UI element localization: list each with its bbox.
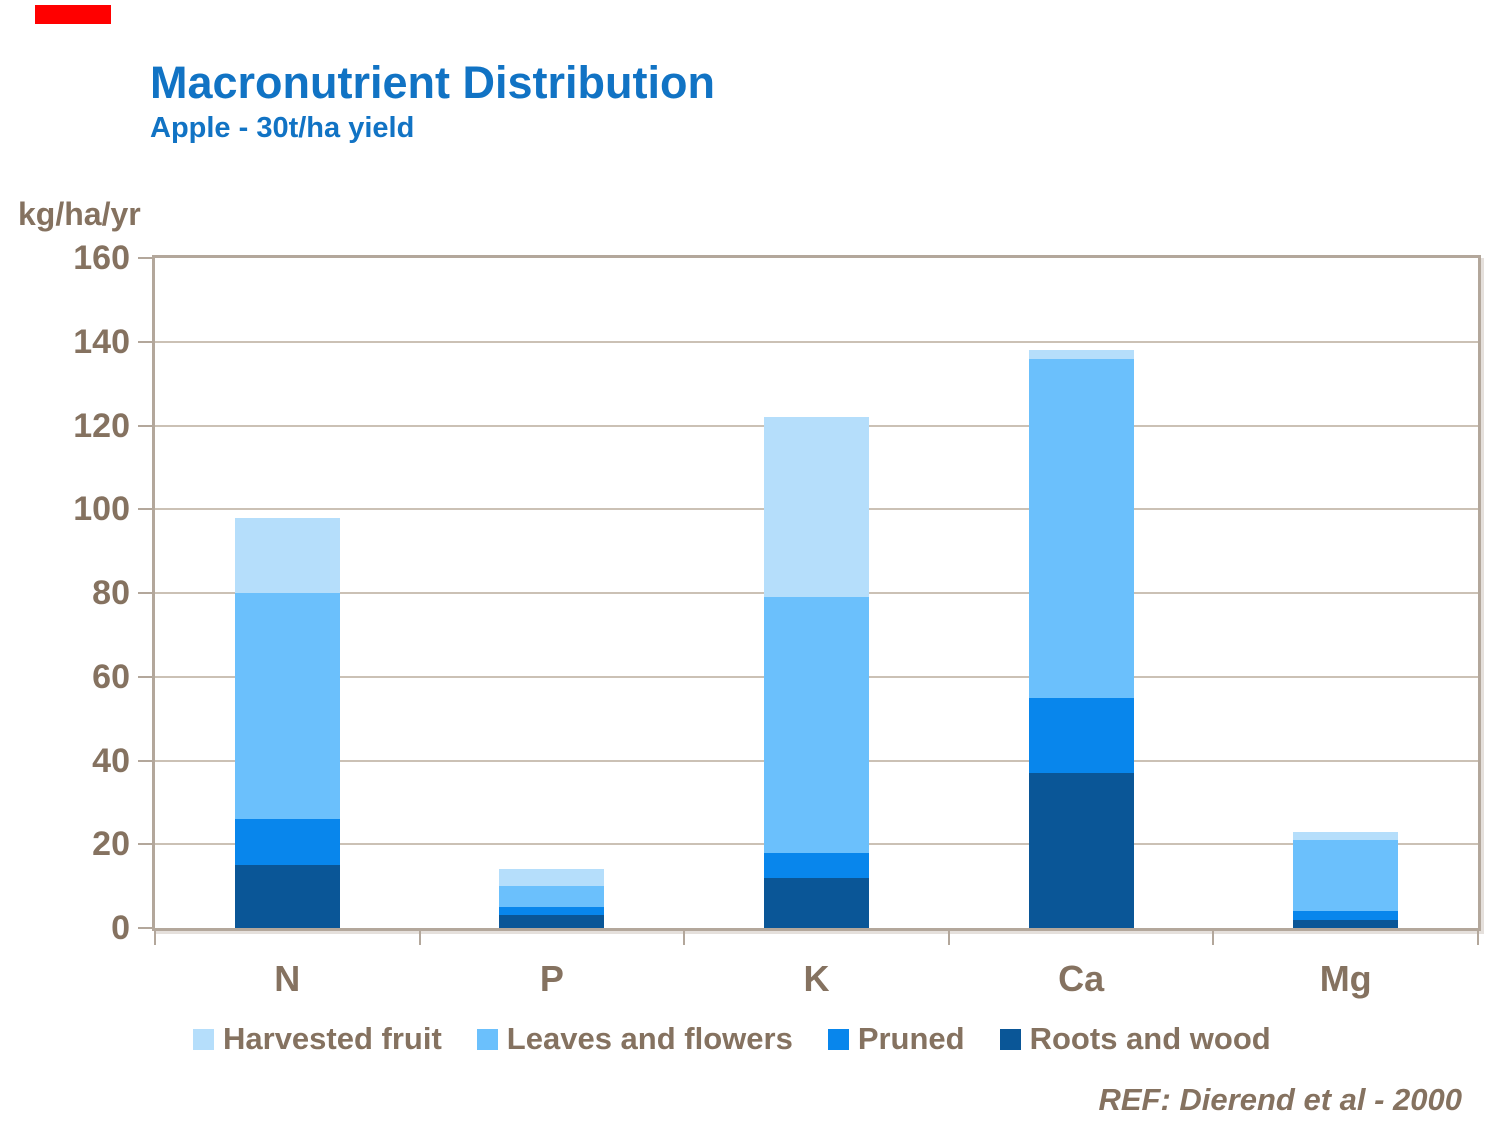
category-label: N [274, 958, 301, 999]
category-label: K [803, 958, 830, 999]
y-tick-mark [138, 257, 152, 259]
x-tick-mark [1477, 931, 1479, 945]
bar-segment [1293, 911, 1399, 920]
y-tick-mark [138, 843, 152, 846]
bar-segment [499, 869, 605, 887]
category-label: Mg [1319, 958, 1372, 999]
y-tick-label: 60 [92, 657, 130, 696]
legend-item: Leaves and flowers [476, 1021, 793, 1057]
x-tick-mark [418, 931, 421, 945]
bar-segment [1293, 919, 1399, 928]
y-tick-mark [138, 759, 152, 762]
bar-segment [234, 865, 340, 928]
x-tick-mark [683, 931, 686, 945]
bar-segment [764, 877, 869, 928]
y-tick-mark [138, 592, 152, 594]
bar-segment [764, 417, 869, 598]
y-tick-mark [138, 927, 152, 929]
bar-segment [764, 852, 869, 878]
y-tick-label: 20 [92, 825, 130, 864]
bar-segment [234, 517, 340, 593]
bar-segment [234, 593, 340, 820]
bar-segment [499, 886, 605, 908]
legend-item: Roots and wood [999, 1021, 1271, 1057]
y-tick-mark [138, 424, 152, 427]
legend: Harvested fruit Leaves and flowers Pruned R… [193, 1021, 1473, 1057]
y-tick-label: 120 [73, 406, 130, 445]
bar-segment [764, 597, 869, 853]
bar-segment [1028, 697, 1134, 774]
y-tick-label: 100 [73, 490, 130, 529]
legend-item: Pruned [827, 1021, 965, 1057]
y-tick-mark [138, 508, 152, 511]
y-tick-label: 0 [111, 909, 130, 947]
chart-title: Macronutrient Distribution [150, 57, 715, 108]
x-tick-mark [1212, 931, 1215, 945]
legend-label: Leaves and flowers [506, 1021, 793, 1056]
reference-text: REF: Dierend et al - 2000 [1098, 1082, 1462, 1117]
y-tick-label: 160 [73, 239, 130, 277]
y-tick-label: 80 [92, 574, 130, 612]
bar-segment [1028, 350, 1134, 359]
legend-label: Harvested fruit [223, 1021, 442, 1056]
bar-segment [1293, 831, 1399, 841]
bar-segment [1293, 840, 1399, 912]
bar-segment [1028, 358, 1134, 698]
x-tick-mark [947, 931, 950, 945]
bar-segment [499, 915, 605, 928]
y-tick-label: 140 [73, 322, 130, 361]
y-tick-mark [138, 675, 152, 678]
y-tick-mark [138, 340, 152, 343]
plot-area [152, 255, 1481, 931]
legend-swatch [827, 1028, 849, 1050]
legend-swatch [999, 1028, 1021, 1050]
red-accent-bar [35, 5, 111, 24]
legend-swatch [193, 1028, 214, 1050]
x-tick-mark [154, 931, 156, 945]
legend-item: Harvested fruit [193, 1021, 442, 1057]
y-tick-label: 40 [92, 741, 130, 780]
chart-subtitle: Apple - 30t/ha yield [150, 112, 415, 144]
category-label: Ca [1058, 958, 1105, 999]
bar-segment [1028, 773, 1134, 928]
bar-segment [234, 819, 340, 866]
bar-segment [499, 907, 605, 916]
y-axis-title: kg/ha/yr [18, 196, 141, 232]
legend-label: Roots and wood [1029, 1021, 1271, 1056]
gridline [155, 340, 1478, 343]
category-label: P [539, 958, 564, 999]
legend-label: Pruned [857, 1021, 965, 1056]
legend-swatch [476, 1028, 498, 1050]
